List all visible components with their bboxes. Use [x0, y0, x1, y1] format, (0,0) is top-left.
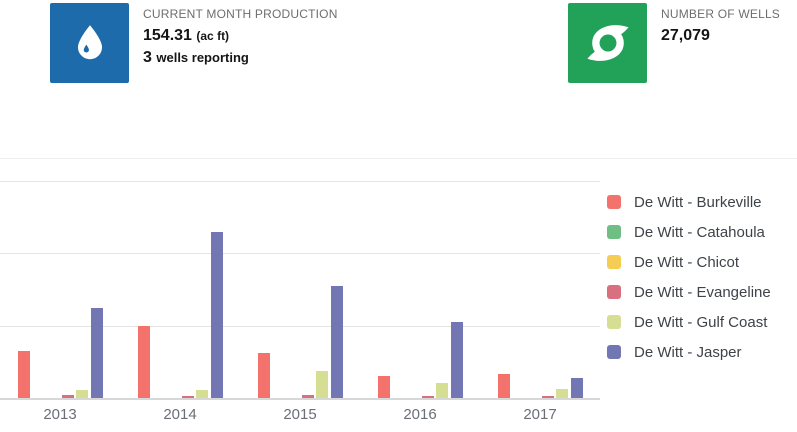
bar-de-witt-gulf-coast-2016[interactable]	[436, 382, 449, 398]
stat-card-value-row: 27,079	[661, 27, 780, 45]
legend-swatch	[607, 255, 621, 269]
bar-de-witt-burkeville-2013[interactable]	[18, 350, 30, 398]
legend-swatch	[607, 285, 621, 299]
x-axis-label-2015: 2015	[283, 406, 317, 423]
bar-de-witt-evangeline-2017[interactable]	[541, 395, 554, 398]
wells-count-value: 27,079	[661, 27, 710, 44]
bar-de-witt-gulf-coast-2013[interactable]	[76, 390, 89, 398]
legend-label: De Witt - Gulf Coast	[634, 313, 768, 331]
legend-swatch	[607, 195, 621, 209]
stat-card-text: NUMBER OF WELLS 27,079	[661, 3, 780, 83]
legend-swatch	[607, 345, 621, 359]
grid-line	[0, 325, 600, 327]
stat-card-sub-row: 3 wells reporting	[143, 49, 338, 67]
bar-de-witt-jasper-2014[interactable]	[211, 231, 223, 398]
bar-de-witt-evangeline-2015[interactable]	[301, 395, 314, 398]
bar-de-witt-gulf-coast-2015[interactable]	[316, 371, 329, 398]
legend-item-de-witt-jasper[interactable]: De Witt - Jasper	[607, 337, 771, 367]
stat-card-title: CURRENT MONTH PRODUCTION	[143, 7, 338, 21]
x-axis-label-2017: 2017	[523, 406, 557, 423]
legend-label: De Witt - Chicot	[634, 253, 740, 271]
legend-label: De Witt - Catahoula	[634, 223, 765, 241]
grid-line	[0, 253, 600, 254]
panel-divider	[0, 158, 797, 159]
bar-de-witt-burkeville-2015[interactable]	[258, 353, 270, 398]
stat-card-number-of-wells: NUMBER OF WELLS 27,079	[568, 3, 780, 83]
bar-de-witt-burkeville-2014[interactable]	[138, 325, 150, 398]
bar-de-witt-gulf-coast-2014[interactable]	[196, 390, 209, 398]
wells-reporting-count: 3	[143, 49, 152, 66]
bar-de-witt-jasper-2015[interactable]	[331, 285, 343, 398]
production-value: 154.31	[143, 27, 192, 44]
stat-card-value-row: 154.31 (ac ft)	[143, 27, 338, 45]
bar-de-witt-jasper-2016[interactable]	[451, 321, 463, 398]
bar-de-witt-burkeville-2017[interactable]	[498, 374, 510, 398]
bar-de-witt-jasper-2017[interactable]	[571, 377, 583, 398]
legend-swatch	[607, 315, 621, 329]
stat-card-text: CURRENT MONTH PRODUCTION 154.31 (ac ft) …	[143, 3, 338, 83]
wells-reporting-label: wells reporting	[156, 50, 249, 65]
cyclone-icon	[568, 3, 647, 83]
x-axis-line	[0, 398, 600, 400]
legend-item-de-witt-catahoula[interactable]: De Witt - Catahoula	[607, 217, 771, 247]
legend-label: De Witt - Evangeline	[634, 283, 771, 301]
chart-legend: De Witt - Burkeville De Witt - Catahoula D…	[607, 187, 771, 367]
bar-de-witt-evangeline-2014[interactable]	[181, 395, 194, 398]
legend-item-de-witt-burkeville[interactable]: De Witt - Burkeville	[607, 187, 771, 217]
x-axis-label-2016: 2016	[403, 406, 437, 423]
stat-card-production: CURRENT MONTH PRODUCTION 154.31 (ac ft) …	[50, 3, 338, 83]
bar-de-witt-evangeline-2016[interactable]	[421, 395, 434, 398]
legend-label: De Witt - Jasper	[634, 343, 742, 361]
water-drop-icon	[50, 3, 129, 83]
production-unit: (ac ft)	[196, 29, 230, 43]
legend-label: De Witt - Burkeville	[634, 193, 762, 211]
bar-de-witt-gulf-coast-2017[interactable]	[556, 389, 569, 398]
production-by-aquifer-chart: 2013 2014 2015 2016 2017	[0, 170, 600, 423]
x-axis-label-2014: 2014	[163, 406, 197, 423]
legend-item-de-witt-gulf-coast[interactable]: De Witt - Gulf Coast	[607, 307, 771, 337]
legend-item-de-witt-evangeline[interactable]: De Witt - Evangeline	[607, 277, 771, 307]
x-axis-label-2013: 2013	[43, 406, 77, 423]
bar-de-witt-jasper-2013[interactable]	[91, 308, 103, 398]
stat-card-title: NUMBER OF WELLS	[661, 7, 781, 21]
grid-line	[0, 180, 600, 182]
bar-de-witt-evangeline-2013[interactable]	[61, 395, 74, 398]
legend-item-de-witt-chicot[interactable]: De Witt - Chicot	[607, 247, 771, 277]
bar-de-witt-burkeville-2016[interactable]	[378, 376, 390, 398]
legend-swatch	[607, 225, 621, 239]
